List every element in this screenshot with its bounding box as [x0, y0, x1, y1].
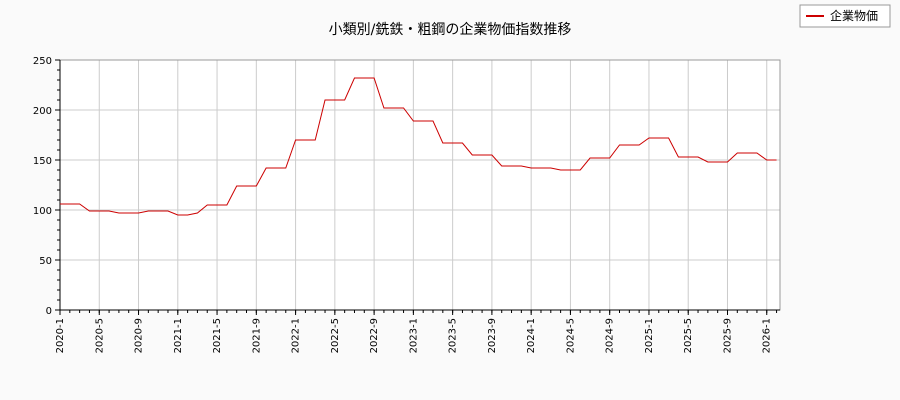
x-tick-label: 2022-5: [330, 318, 341, 353]
chart-title: 小類別/銑鉄・粗鋼の企業物価指数推移: [329, 21, 572, 38]
x-tick-label: 2023-9: [487, 318, 498, 353]
y-tick-label: 250: [33, 56, 52, 67]
series-line: [60, 77, 777, 216]
x-tick-label: 2021-5: [212, 318, 223, 353]
y-axis: 0 50 100 150 200 250: [33, 56, 61, 317]
x-tick-label: 2022-1: [291, 318, 302, 353]
x-tick-label: 2020-5: [94, 318, 105, 353]
plot-background: [60, 60, 780, 310]
legend-box: [799, 4, 891, 28]
y-tick-label: 150: [33, 156, 52, 167]
legend-label: 企業物価: [830, 8, 878, 23]
series: [59, 77, 777, 216]
y-tick-label: 0: [46, 306, 52, 317]
grid: [60, 60, 780, 310]
y-tick-label: 200: [33, 106, 52, 117]
x-tick-label: 2022-9: [369, 318, 380, 353]
x-tick-label: 2025-1: [644, 318, 655, 353]
y-tick-label: 100: [33, 206, 52, 217]
x-axis: 2020-1 2020-5 2020-9 2021-1 2021-5 2021-9 2022…: [55, 309, 780, 353]
x-tick-label: 2020-1: [55, 318, 66, 353]
y-tick-label: 50: [39, 256, 52, 267]
legend: 企業物価: [799, 4, 891, 28]
x-tick-label: 2024-1: [526, 318, 537, 353]
x-tick-label: 2021-9: [251, 318, 262, 353]
x-tick-label: 2024-5: [565, 318, 576, 353]
x-tick-label: 2020-9: [134, 318, 145, 353]
x-tick-label: 2023-1: [408, 318, 419, 353]
x-tick-label: 2021-1: [173, 318, 184, 353]
x-tick-label: 2024-9: [605, 318, 616, 353]
x-tick-label: 2026-1: [762, 318, 773, 353]
x-tick-label: 2025-9: [722, 318, 733, 353]
x-tick-label: 2025-5: [683, 318, 694, 353]
x-tick-label: 2023-5: [448, 318, 459, 353]
